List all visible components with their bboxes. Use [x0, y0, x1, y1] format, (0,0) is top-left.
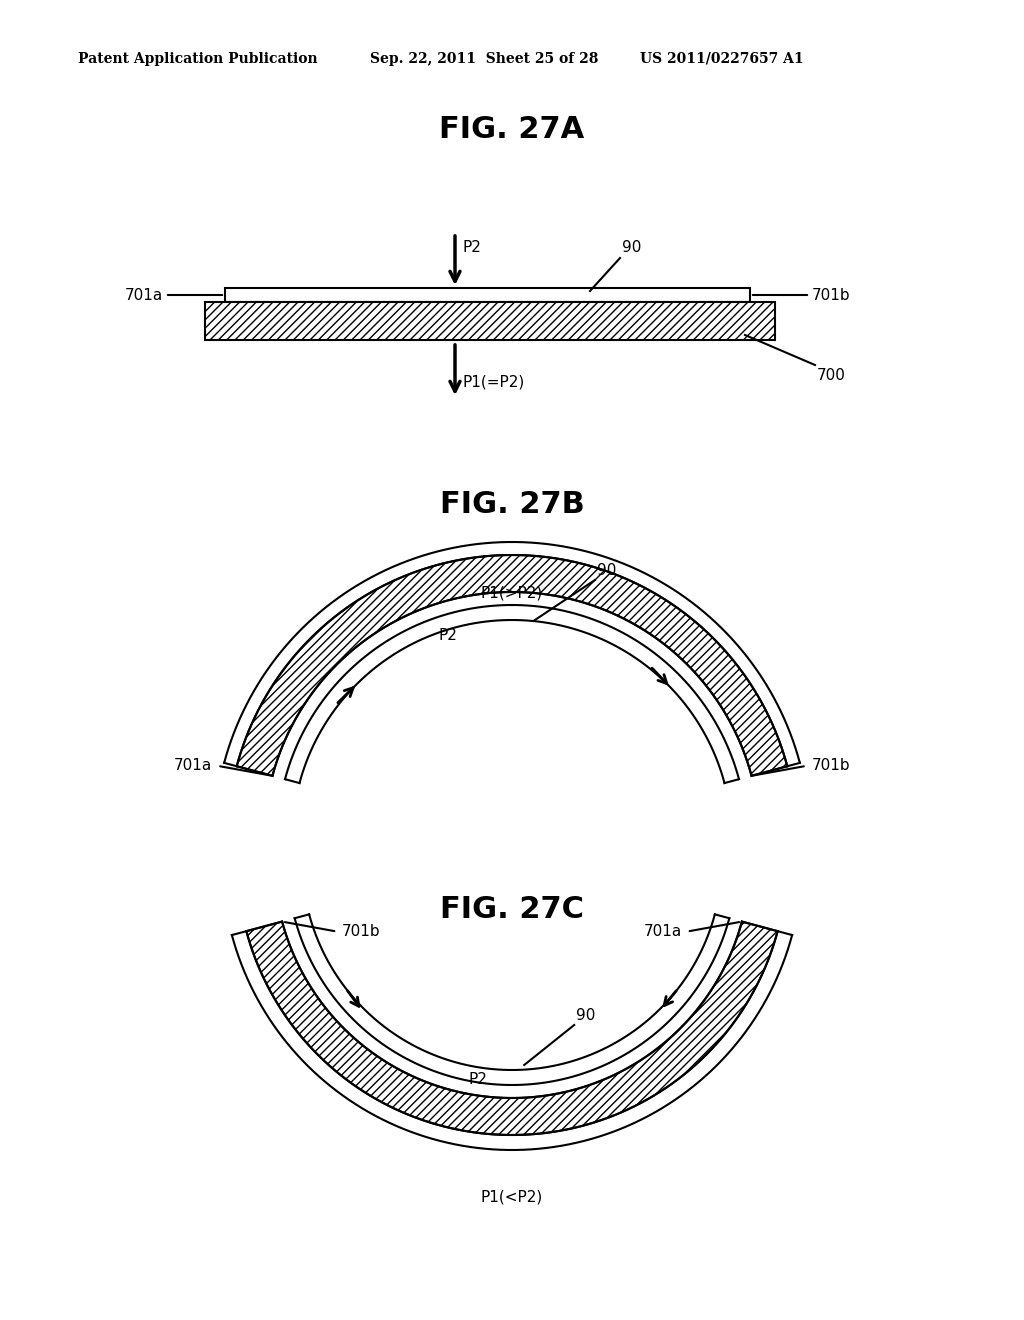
Polygon shape [247, 921, 777, 1135]
Text: 701a: 701a [644, 924, 682, 939]
Text: P1(=P2): P1(=P2) [463, 375, 525, 389]
Text: US 2011/0227657 A1: US 2011/0227657 A1 [640, 51, 804, 66]
Text: 701b: 701b [812, 288, 851, 302]
Polygon shape [237, 554, 787, 776]
Text: P1(<P2): P1(<P2) [481, 1189, 543, 1205]
Text: P1(>P2): P1(>P2) [481, 585, 543, 601]
Text: 701b: 701b [342, 924, 381, 939]
Text: 700: 700 [817, 368, 846, 383]
Text: 701a: 701a [174, 758, 212, 774]
Text: Patent Application Publication: Patent Application Publication [78, 51, 317, 66]
Text: FIG. 27A: FIG. 27A [439, 115, 585, 144]
Text: 90: 90 [577, 1008, 596, 1023]
Text: 90: 90 [597, 564, 616, 578]
Text: P2: P2 [463, 240, 482, 256]
Text: FIG. 27B: FIG. 27B [439, 490, 585, 519]
Text: P2: P2 [468, 1072, 487, 1088]
Text: Sep. 22, 2011  Sheet 25 of 28: Sep. 22, 2011 Sheet 25 of 28 [370, 51, 598, 66]
Polygon shape [205, 302, 775, 341]
Text: 701b: 701b [812, 758, 850, 774]
Polygon shape [225, 288, 750, 302]
Text: 90: 90 [622, 240, 641, 255]
Text: P2: P2 [438, 627, 457, 643]
Text: 701a: 701a [125, 288, 163, 302]
Text: FIG. 27C: FIG. 27C [440, 895, 584, 924]
